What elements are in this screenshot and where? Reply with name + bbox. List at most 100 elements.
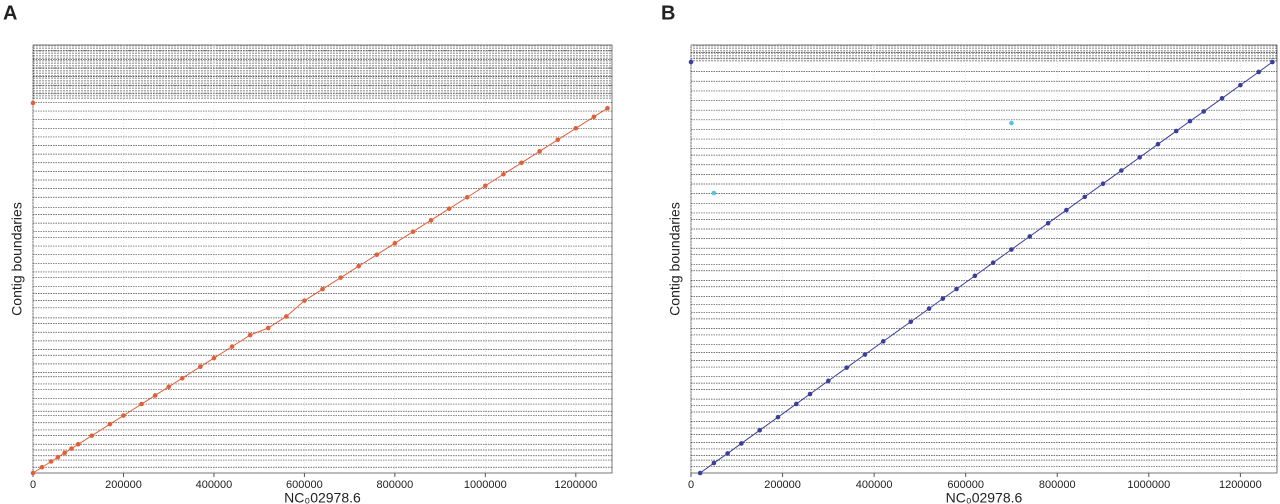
data-point [555,137,561,143]
panel: 0 200000 400000 600000 800000 1000000 1200000 N… [661,2,1278,504]
x-tick-label: 800000 [377,479,414,491]
x-tick-label: 1200000 [1219,479,1262,491]
data-point [711,460,717,466]
data-point [844,365,849,370]
data-point [139,401,144,407]
data-point [410,229,416,235]
data-point [711,190,717,196]
data-point [990,260,996,265]
data-point [121,413,126,418]
data-point [107,421,113,427]
data-point [688,59,694,65]
x-axis-label: NC₀02978.6 [284,490,361,504]
data-point [1064,207,1069,213]
data-point [1187,118,1193,124]
data-point [775,414,781,420]
x-tick-label: 1000000 [1127,479,1170,491]
data-point [537,148,542,154]
data-point [39,464,45,470]
data-point [826,378,831,384]
x-tick-label: 600000 [947,479,984,491]
panel-label: A [3,2,17,24]
data-point [1045,220,1051,226]
data-point [152,393,158,398]
data-point [1137,155,1142,160]
data-line [32,107,608,474]
data-point [926,306,932,311]
data-point [338,275,343,280]
top-boundaries [33,45,612,100]
data-point [211,355,217,361]
data-point [1173,128,1179,134]
data-point [908,319,914,325]
data-point [1009,120,1014,126]
x-tick-label: 600000 [286,479,323,491]
data-point [1100,181,1106,187]
data-point [880,339,886,344]
data-point [1256,69,1261,75]
data-point [1270,59,1275,65]
data-point [247,332,253,338]
panel-label: B [661,2,675,24]
y-axis-label: Contig boundaries [9,202,25,316]
data-point [374,252,380,257]
data-point [89,433,95,438]
data-point [1201,109,1207,114]
plot-area [690,44,1278,474]
data-point [1009,247,1014,252]
data-point [954,286,959,292]
data-point [179,375,185,381]
x-tick-label: 1200000 [554,479,597,491]
data-point [69,446,74,451]
panel: 0 200000 400000 600000 800000 1000000 1200000 N… [3,2,613,504]
data-point [464,194,470,200]
data-point [697,470,703,476]
data-point [1082,194,1088,200]
x-tick-label: 200000 [105,479,142,491]
data-point [1155,141,1161,147]
data-point [1238,82,1243,88]
x-axis-label: NC₀02978.6 [946,490,1023,504]
data-point [30,470,36,476]
data-point [75,441,81,447]
data-point [605,105,610,111]
x-tick-label: 0 [688,479,694,491]
data-point [55,454,61,460]
x-tick-label: 200000 [764,479,801,491]
x-tick-label: 1000000 [464,479,507,491]
y-axis-label: Contig boundaries [667,202,683,316]
data-point [1219,95,1225,101]
data-point [284,314,289,319]
data-point [1027,234,1033,239]
data-point [725,451,730,456]
top-boundaries [691,45,1277,62]
data-point [501,171,506,177]
x-tick-label: 800000 [1039,479,1076,491]
data-point [229,344,235,349]
x-tick-label: 0 [30,479,36,491]
data-point [48,459,54,464]
data-point [265,325,271,331]
data-point [862,352,868,357]
data-point [972,273,978,279]
data-point [757,427,762,433]
plot-area [32,44,613,474]
data-point [428,217,434,223]
data-point [392,240,398,246]
data-point [320,286,325,292]
x-tick-label: 400000 [196,479,233,491]
data-line [699,61,1273,474]
data-point [940,296,946,301]
data-point [739,441,744,446]
data-point [483,183,488,189]
data-point [519,160,524,166]
data-point [446,206,452,212]
x-tick-label: 400000 [856,479,893,491]
data-point [793,401,799,407]
data-point [302,298,307,303]
data-point [356,263,361,269]
data-point [1119,168,1124,173]
data-point [62,450,67,456]
data-point [591,114,597,120]
